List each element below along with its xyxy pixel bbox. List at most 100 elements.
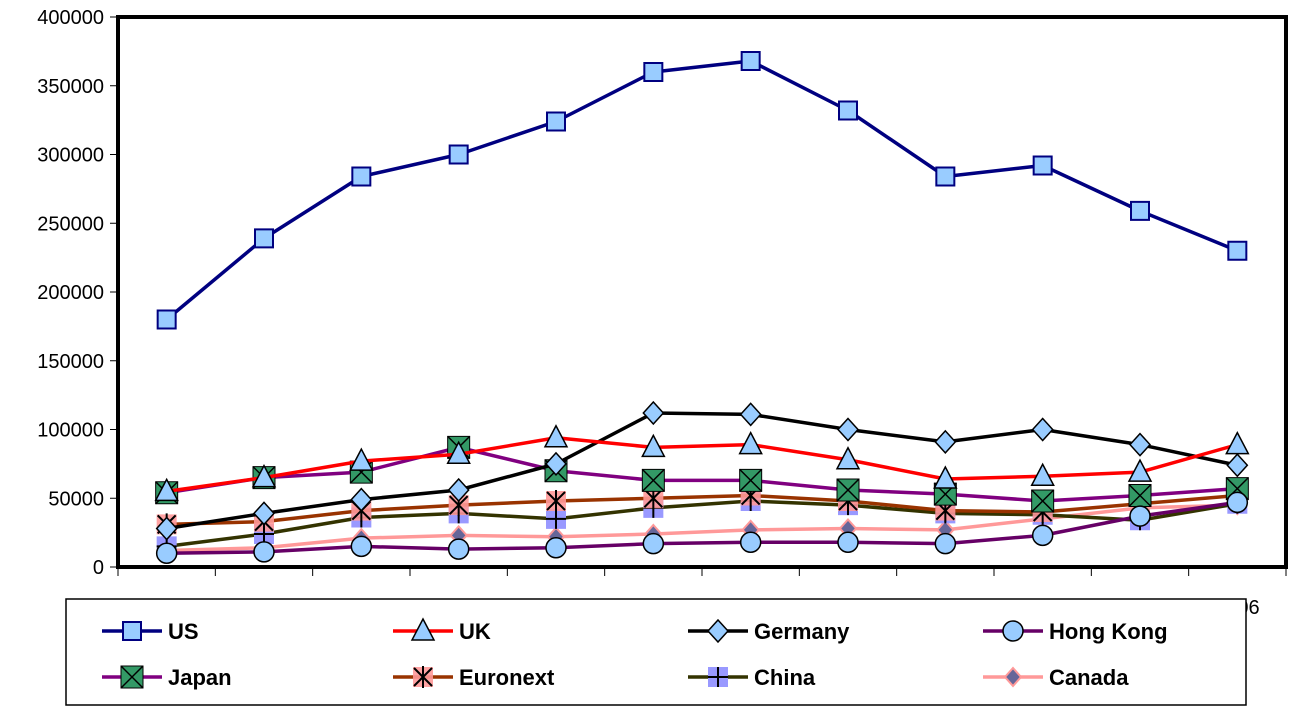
legend-label: Canada <box>1049 665 1129 690</box>
data-point-marker <box>350 487 373 512</box>
legend-item-japan: Japan <box>102 665 232 690</box>
series-line <box>166 411 1238 531</box>
data-point-marker <box>1030 462 1055 486</box>
data-point-marker <box>1031 524 1054 547</box>
data-point-marker <box>1002 620 1024 642</box>
legend-item-us: US <box>102 619 199 644</box>
data-point-marker <box>350 535 373 558</box>
data-point-marker <box>933 465 958 489</box>
data-point-marker <box>643 62 664 82</box>
data-point-marker <box>1128 483 1152 508</box>
data-point-marker <box>642 400 665 426</box>
series-uk <box>154 424 1250 502</box>
data-point-marker <box>446 440 471 464</box>
legend-label: UK <box>459 619 491 644</box>
y-tick-label: 200000 <box>37 282 104 304</box>
series-germany <box>155 400 1249 541</box>
series-line <box>166 500 1238 555</box>
data-point-marker <box>641 433 666 458</box>
data-point-marker <box>544 451 568 476</box>
data-point-marker <box>351 166 372 187</box>
legend-item-euronext: Euronext <box>393 665 555 690</box>
data-point-marker <box>155 516 178 541</box>
series-line <box>166 499 1238 549</box>
data-point-marker <box>1226 453 1249 478</box>
data-point-marker <box>836 478 860 502</box>
data-point-marker <box>156 309 177 330</box>
data-point-marker <box>1225 431 1250 455</box>
data-point-marker <box>838 100 858 121</box>
data-point-marker <box>738 431 763 455</box>
data-point-marker <box>1130 200 1150 221</box>
data-point-marker <box>546 490 566 512</box>
data-point-marker <box>252 501 276 526</box>
legend-label: US <box>168 619 199 644</box>
data-point-marker <box>708 667 728 687</box>
data-point-marker <box>251 464 277 488</box>
data-point-marker <box>122 621 142 641</box>
legend-label: Japan <box>168 665 232 690</box>
data-point-marker <box>706 618 730 644</box>
legend-item-china: China <box>688 665 816 690</box>
data-point-marker <box>1032 155 1053 176</box>
series-line <box>166 493 1238 527</box>
data-point-marker <box>739 531 762 553</box>
data-point-marker <box>448 144 469 165</box>
series-line <box>166 445 1238 503</box>
data-point-marker <box>447 538 470 560</box>
legend-item-germany: Germany <box>688 618 850 644</box>
data-point-marker <box>934 429 957 454</box>
y-tick-label: 350000 <box>37 76 104 98</box>
data-point-marker <box>545 537 567 559</box>
data-point-marker <box>154 477 179 502</box>
legend: US UK Germany Hong Kong Japan Euronext China Ca… <box>102 617 1168 690</box>
data-point-marker <box>1128 432 1152 457</box>
series-line <box>166 436 1238 494</box>
legend-box <box>65 598 1247 706</box>
data-point-marker <box>642 532 665 555</box>
data-point-marker <box>410 617 436 641</box>
series-line <box>165 59 1238 321</box>
series-hong-kong <box>155 491 1249 564</box>
data-point-marker <box>739 468 763 492</box>
data-point-marker <box>641 468 665 492</box>
data-point-marker <box>120 665 144 689</box>
legend-label: China <box>754 665 816 690</box>
data-point-marker <box>1031 489 1055 513</box>
data-point-marker <box>739 402 762 427</box>
data-point-marker <box>546 111 566 132</box>
y-axis: 0 50000 100000 150000 200000 250000 300000 3500… <box>37 7 118 579</box>
plot-area-frame <box>116 15 1288 569</box>
legend-label: Germany <box>754 619 850 644</box>
y-tick-label: 100000 <box>37 420 104 442</box>
data-point-marker <box>155 542 178 564</box>
y-tick-label: 50000 <box>48 488 104 510</box>
data-point-marker <box>447 477 470 503</box>
series-layer <box>154 51 1250 564</box>
data-point-marker <box>1129 505 1151 527</box>
legend-item-canada: Canada <box>983 665 1129 690</box>
data-point-marker <box>740 51 761 71</box>
data-point-marker <box>837 531 859 553</box>
data-point-marker <box>643 487 664 510</box>
series-china <box>156 491 1248 557</box>
y-tick-label: 400000 <box>37 7 104 29</box>
data-point-marker <box>543 424 569 448</box>
data-point-marker <box>413 666 433 688</box>
legend-label: Euronext <box>459 665 555 690</box>
y-tick-label: 150000 <box>37 351 104 373</box>
data-point-marker <box>934 532 957 555</box>
data-point-marker <box>1226 491 1249 514</box>
data-point-marker <box>254 228 274 249</box>
data-point-marker <box>546 508 566 529</box>
legend-label: Hong Kong <box>1049 619 1168 644</box>
legend-item-uk: UK <box>393 617 491 644</box>
data-point-marker <box>1127 458 1153 482</box>
data-point-marker <box>349 447 374 471</box>
y-tick-label: 250000 <box>37 213 104 235</box>
legend-item-hong-kong: Hong Kong <box>983 619 1168 644</box>
series-us <box>156 51 1248 330</box>
data-point-marker <box>1003 666 1023 688</box>
